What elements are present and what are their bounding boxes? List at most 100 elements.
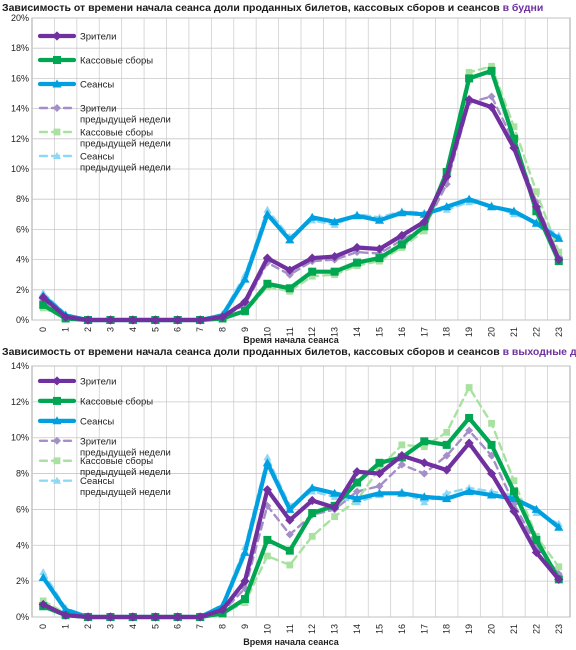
y-tick-label: 20% — [11, 13, 29, 23]
legend-marker — [53, 476, 61, 484]
data-point-viewers-prev — [442, 451, 451, 460]
x-tick-label: 20 — [487, 327, 497, 337]
weekend-chart: Зависимость от времени начала сеанса дол… — [2, 346, 576, 647]
data-point-sessions — [397, 488, 407, 497]
data-point-viewers — [352, 242, 362, 253]
legend-label: Кассовые сборы предыдущей недели — [80, 456, 171, 478]
legend-label: Зрители — [80, 376, 116, 387]
legend-item-viewers-prev: Зрители предыдущей недели — [38, 104, 171, 126]
x-tick-label: 19 — [464, 624, 474, 634]
data-point-revenue — [263, 535, 272, 544]
data-point-sessions — [240, 274, 250, 283]
data-point-viewers — [217, 312, 228, 322]
data-point-sessions — [330, 217, 340, 226]
legend-marker — [53, 436, 61, 445]
data-point-viewers — [374, 244, 385, 254]
legend-label: Кассовые сборы — [80, 396, 153, 407]
x-tick-label: 5 — [150, 327, 160, 332]
x-tick-label: 2 — [83, 624, 93, 629]
data-point-sessions — [285, 504, 295, 513]
data-point-viewers — [464, 94, 474, 105]
data-point-viewers — [397, 230, 407, 241]
y-tick-label: 16% — [11, 73, 29, 83]
legend-marker — [52, 376, 62, 386]
data-point-revenue — [308, 509, 317, 518]
x-tick-label: 16 — [397, 327, 407, 337]
grid — [32, 17, 570, 321]
data-point-sessions-prev — [420, 498, 429, 506]
data-point-viewers — [419, 217, 429, 227]
legend-item-viewers: Зрители — [37, 376, 116, 387]
data-point-viewers — [173, 315, 183, 325]
y-tick-label: 14% — [11, 104, 29, 114]
data-point-viewers-prev — [375, 482, 384, 491]
chart-title-text: Зависимость от времени начала сеанса дол… — [2, 346, 503, 358]
data-point-viewers-prev — [397, 460, 406, 469]
y-tick-label: 10% — [11, 433, 29, 443]
data-point-viewers — [262, 253, 272, 263]
legend-label: Сеансы — [80, 416, 114, 427]
y-tick-label: 12% — [11, 134, 29, 144]
x-tick-label: 11 — [285, 624, 295, 633]
x-axis-label: Время начала сеанса — [243, 335, 340, 345]
data-point-viewers — [128, 315, 138, 325]
data-point-revenue — [330, 267, 339, 276]
data-point-viewers — [352, 467, 362, 477]
x-tick-label: 8 — [218, 624, 228, 629]
data-point-viewers — [105, 612, 116, 622]
legend-marker — [53, 152, 61, 159]
data-point-revenue — [240, 595, 249, 604]
data-point-sessions — [554, 522, 564, 531]
legend-item-sessions: Сеансы — [37, 416, 114, 427]
x-tick-label: 23 — [554, 327, 564, 337]
data-point-revenue-prev — [465, 384, 473, 391]
legend-item-sessions-prev: Сеансы предыдущей недели — [38, 152, 171, 174]
x-tick-label: 12 — [307, 624, 317, 634]
y-tick-label: 4% — [16, 540, 29, 550]
data-point-viewers — [150, 315, 160, 325]
data-point-sessions — [374, 488, 385, 497]
data-point-viewers — [38, 292, 48, 302]
data-point-sessions-prev — [263, 205, 272, 213]
data-point-sessions — [531, 218, 541, 227]
data-point-viewers — [509, 506, 519, 516]
legend-item-sessions-prev: Сеансы предыдущей недели — [38, 476, 171, 498]
legend-item-revenue-prev: Кассовые сборы предыдущей недели — [38, 128, 171, 150]
data-point-revenue — [509, 134, 518, 143]
legend-label: Кассовые сборы предыдущей недели — [80, 128, 171, 150]
data-point-viewers — [486, 102, 497, 112]
data-point-sessions — [531, 504, 541, 513]
chart-title-text: Зависимость от времени начала сеанса дол… — [2, 2, 503, 14]
legend-label: Зрители предыдущей недели — [80, 436, 171, 458]
x-tick-label: 18 — [442, 327, 452, 337]
data-point-sessions — [486, 490, 497, 499]
legend-item-viewers-prev: Зрители предыдущей недели — [38, 436, 171, 458]
y-tick-label: 2% — [16, 285, 29, 295]
x-tick-label: 17 — [419, 327, 429, 337]
y-tick-label: 8% — [16, 469, 29, 479]
x-tick-label: 14 — [352, 327, 362, 337]
x-tick-label: 15 — [374, 327, 384, 337]
data-point-sessions — [352, 211, 362, 220]
data-point-revenue — [285, 284, 294, 293]
x-tick-label: 5 — [150, 624, 160, 629]
legend-label: Сеансы предыдущей недели — [80, 476, 171, 498]
data-point-viewers — [330, 251, 340, 262]
chart-title: Зависимость от времени начала сеанса дол… — [2, 2, 543, 14]
legend-marker — [52, 31, 62, 41]
data-point-sessions — [554, 233, 564, 242]
data-point-viewers-prev — [420, 469, 429, 478]
data-point-revenue — [397, 240, 406, 249]
data-point-sessions — [509, 206, 519, 215]
data-point-viewers — [531, 202, 541, 212]
legend-item-revenue: Кассовые сборы — [37, 396, 153, 407]
data-point-sessions — [38, 572, 48, 582]
data-point-revenue — [465, 413, 474, 422]
x-tick-label: 12 — [307, 327, 317, 337]
x-tick-label: 2 — [83, 327, 93, 332]
x-tick-label: 13 — [330, 327, 340, 337]
data-point-revenue — [465, 74, 474, 83]
data-point-sessions — [442, 494, 452, 503]
data-point-sessions — [464, 194, 474, 203]
y-tick-label: 8% — [16, 194, 29, 204]
